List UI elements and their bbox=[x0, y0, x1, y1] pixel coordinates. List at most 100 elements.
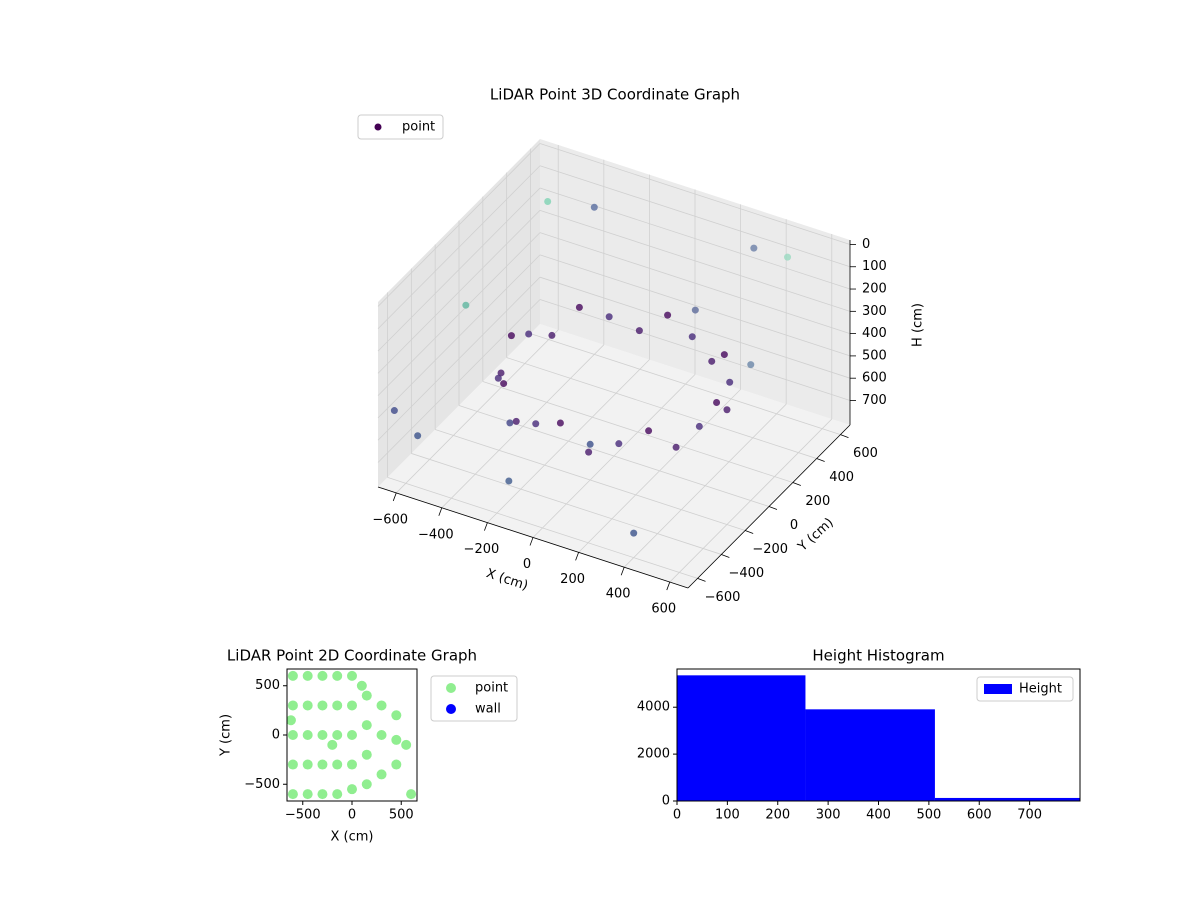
grid-line bbox=[387, 477, 698, 579]
legend-box bbox=[976, 676, 1074, 702]
point bbox=[586, 440, 594, 448]
point bbox=[401, 739, 412, 750]
tick-mark bbox=[768, 506, 778, 510]
x-tick-label: −500 bbox=[285, 808, 321, 823]
y-tick-label: 600 bbox=[853, 446, 878, 461]
point bbox=[462, 301, 470, 309]
point bbox=[347, 759, 357, 770]
point bbox=[672, 443, 680, 451]
tick-mark bbox=[438, 507, 443, 516]
point bbox=[713, 398, 721, 406]
point bbox=[605, 313, 613, 321]
plot-frame bbox=[286, 668, 418, 802]
point bbox=[506, 419, 514, 427]
point bbox=[332, 759, 343, 770]
point bbox=[287, 789, 298, 800]
x-tick-label: 600 bbox=[967, 808, 992, 823]
tick-mark bbox=[697, 578, 706, 582]
chart-title: LiDAR Point 2D Coordinate Graph bbox=[227, 647, 477, 665]
tick-mark bbox=[392, 492, 397, 502]
point bbox=[507, 332, 515, 340]
point bbox=[525, 330, 533, 338]
tick-mark bbox=[575, 552, 579, 561]
point bbox=[287, 759, 298, 770]
grid-line bbox=[539, 209, 851, 312]
x-axis-title: X (cm) bbox=[331, 830, 374, 845]
point bbox=[347, 784, 357, 795]
tick-mark bbox=[620, 567, 625, 576]
point bbox=[332, 730, 343, 740]
point bbox=[361, 749, 372, 760]
x-tick-label: 0 bbox=[673, 808, 681, 823]
grid-line bbox=[377, 210, 541, 374]
point bbox=[391, 710, 402, 721]
grid-line bbox=[482, 381, 793, 483]
point bbox=[302, 700, 313, 711]
point bbox=[391, 734, 402, 745]
tick-mark bbox=[529, 537, 534, 546]
bar bbox=[805, 709, 935, 801]
tick-mark bbox=[792, 482, 801, 486]
point bbox=[645, 427, 653, 435]
point bbox=[317, 730, 328, 740]
y-tick-label: 500 bbox=[255, 678, 280, 693]
point bbox=[784, 253, 792, 261]
point bbox=[302, 789, 313, 800]
point bbox=[691, 306, 699, 314]
y-tick-label: −400 bbox=[728, 566, 764, 581]
bar bbox=[934, 797, 1080, 801]
point bbox=[317, 789, 328, 800]
point bbox=[332, 700, 343, 711]
legend-label: point bbox=[475, 681, 508, 696]
point bbox=[750, 244, 758, 252]
point bbox=[302, 759, 313, 770]
point bbox=[630, 529, 638, 537]
x-tick-label: 100 bbox=[715, 808, 740, 823]
grid-line bbox=[539, 187, 851, 290]
grid-line bbox=[411, 453, 722, 555]
point bbox=[556, 419, 564, 427]
point bbox=[376, 730, 387, 740]
plot-frame bbox=[676, 668, 1081, 802]
point bbox=[347, 700, 357, 711]
y-tick-label: 0 bbox=[272, 728, 280, 743]
point bbox=[390, 407, 398, 415]
grid-line bbox=[377, 254, 541, 419]
tick-mark bbox=[484, 522, 488, 531]
grid-line bbox=[435, 429, 746, 531]
point bbox=[347, 730, 357, 740]
tick-mark bbox=[745, 530, 754, 534]
z-tick-label: 300 bbox=[862, 304, 887, 319]
y-axis-title: Y (cm) bbox=[219, 714, 234, 757]
chart-title: LiDAR Point 3D Coordinate Graph bbox=[490, 86, 740, 104]
grid-line bbox=[506, 357, 817, 459]
x-tick-label: 300 bbox=[816, 808, 841, 823]
point bbox=[317, 759, 328, 770]
legend-marker bbox=[374, 123, 382, 131]
y-tick-label: 0 bbox=[662, 794, 670, 809]
point bbox=[414, 432, 422, 440]
point bbox=[544, 198, 552, 206]
point bbox=[302, 730, 313, 740]
x-tick-label: −600 bbox=[372, 512, 408, 527]
point bbox=[708, 357, 716, 365]
point bbox=[347, 670, 357, 681]
x-tick-label: 500 bbox=[389, 808, 414, 823]
legend-marker bbox=[446, 683, 456, 693]
point bbox=[747, 361, 755, 369]
grid-line bbox=[539, 165, 851, 268]
z-tick-label: 0 bbox=[862, 237, 870, 252]
point bbox=[494, 374, 502, 382]
y-tick-label: 4000 bbox=[637, 700, 670, 715]
tick-mark bbox=[721, 554, 730, 558]
y-tick-label: 2000 bbox=[637, 747, 670, 762]
grid-line bbox=[377, 276, 541, 441]
point bbox=[287, 730, 298, 740]
point bbox=[497, 369, 505, 377]
point bbox=[317, 700, 328, 711]
point bbox=[302, 670, 313, 681]
point bbox=[356, 680, 367, 691]
tick-mark bbox=[666, 581, 671, 591]
point bbox=[664, 311, 672, 319]
y-tick-label: −200 bbox=[752, 542, 788, 557]
